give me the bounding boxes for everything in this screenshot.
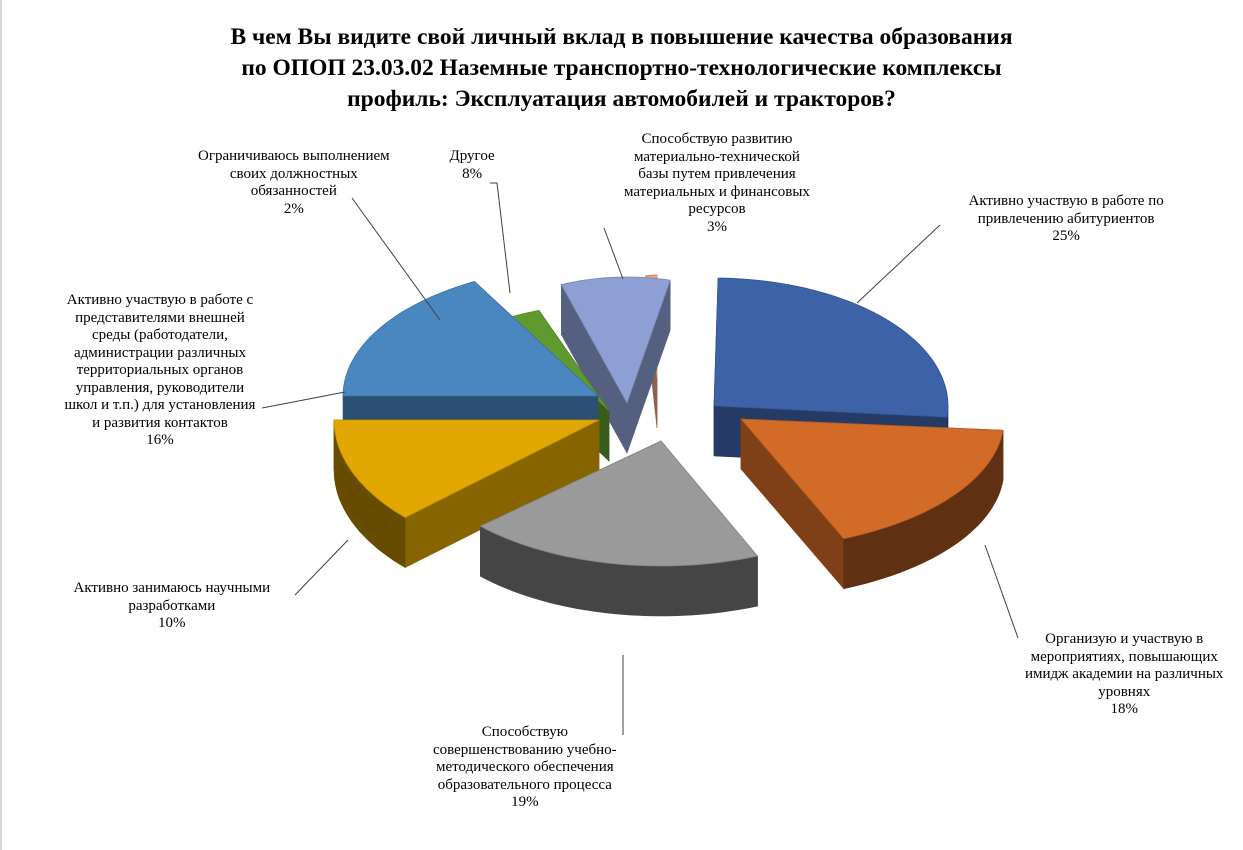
data-label-6-line-1: Ограничиваюсь выполнением — [198, 148, 390, 164]
data-label-3-line-2: совершенствованию учебно- — [433, 741, 617, 758]
data-label-8: Способствую развитию материально-техничес… — [624, 131, 810, 236]
data-label-7-percent: 8% — [462, 165, 483, 182]
pie-slice-top-1 — [713, 277, 949, 418]
data-label-4-percent: 10% — [158, 615, 186, 631]
data-label-4-line-1: Активно занимаюсь научными — [73, 580, 271, 596]
data-label-8-percent: 3% — [706, 218, 727, 235]
data-label-8-line-4: материальных и финансовых — [624, 183, 810, 200]
leader-line-4 — [294, 539, 349, 596]
chart-title-line-1: В чем Вы видите свой личный вклад в повы… — [230, 24, 1013, 50]
pie-slice-7 — [560, 276, 671, 455]
data-label-8-line-1: Способствую развитию — [641, 131, 793, 147]
data-label-2-line-1: Организую и участвую в — [1045, 631, 1204, 647]
data-label-1-line-2: привлечению абитуриентов — [977, 210, 1155, 227]
data-label-5-line-8: и развития контактов — [92, 414, 228, 431]
chart-title-line-3: профиль: Эксплуатация автомобилей и трак… — [347, 86, 896, 112]
data-label-5-percent: 16% — [146, 432, 174, 448]
pie-slice-top-7 — [560, 276, 671, 404]
data-label-7: Другое 8% — [450, 148, 495, 183]
data-label-5-line-7: школ и т.п.) для установления — [64, 397, 256, 413]
data-label-1-line-1: Активно участвую в работе по — [968, 193, 1164, 209]
data-label-2-percent: 18% — [1110, 701, 1138, 717]
data-label-3: Способствую совершенствованию учебно-мето… — [433, 724, 617, 812]
leader-line-7 — [490, 182, 511, 294]
pie-slice-top-3 — [479, 440, 759, 567]
data-label-5: Активно участвую в работе с представителя… — [65, 292, 256, 450]
leader-line-2 — [984, 544, 1019, 639]
data-label-1-percent: 25% — [1052, 228, 1080, 244]
data-label-5-line-5: территориальных органов — [76, 362, 244, 378]
leader-line-8 — [603, 227, 624, 280]
data-label-2: Организую и участвую в мероприятиях, повы… — [1025, 631, 1223, 719]
data-label-5-line-3: среды (работодатели, — [91, 327, 228, 343]
data-label-5-line-2: представителями внешней — [75, 309, 245, 326]
data-label-5-line-4: администрации различных — [73, 344, 246, 361]
data-label-2-line-3: имидж академии на различных — [1025, 666, 1224, 682]
leader-line-1 — [856, 224, 941, 304]
data-label-2-line-2: мероприятиях, повышающих — [1030, 648, 1218, 665]
data-label-3-line-3: методического обеспечения — [436, 759, 614, 775]
pie-slice-3 — [479, 440, 759, 617]
leader-line-5 — [261, 391, 346, 409]
data-label-6-line-3: обязанностей — [250, 183, 337, 199]
data-label-5-line-1: Активно участвую в работе с — [66, 292, 254, 308]
chart-title: В чем Вы видите свой личный вклад в повы… — [0, 22, 1243, 115]
data-label-3-line-4: образовательного процесса — [437, 776, 612, 793]
data-label-6-percent: 2% — [283, 200, 304, 217]
data-label-2-line-4: уровнях — [1098, 683, 1151, 700]
data-label-6: Ограничиваюсь выполнением своих должностн… — [198, 148, 390, 218]
leader-line-6 — [351, 197, 441, 321]
data-label-3-line-1: Способствую — [481, 724, 568, 740]
data-label-4-line-2: разработками — [128, 597, 216, 614]
pie-slice-top-5 — [342, 280, 600, 397]
data-label-3-percent: 19% — [511, 794, 539, 810]
pie-slice-4 — [333, 419, 600, 569]
chart-frame-edge — [0, 0, 2, 850]
data-label-8-line-3: базы путем привлечения — [638, 166, 796, 182]
chart-title-line-2: по ОПОП 23.03.02 Наземные транспортно-те… — [241, 55, 1002, 81]
data-label-4: Активно занимаюсь научными разработками 10… — [74, 580, 271, 633]
data-label-8-line-2: материально-технической — [634, 148, 800, 165]
pie-slice-top-4 — [333, 419, 600, 518]
data-label-7-line-1: Другое — [449, 148, 495, 164]
data-label-8-line-5: ресурсов — [688, 201, 746, 217]
data-label-1: Активно участвую в работе по привлечению … — [969, 193, 1164, 246]
pie-slice-top-2 — [740, 418, 1004, 540]
data-label-5-line-6: управления, руководители — [75, 379, 245, 396]
pie-slice-2 — [740, 418, 1004, 590]
data-label-6-line-2: своих должностных — [229, 165, 358, 182]
